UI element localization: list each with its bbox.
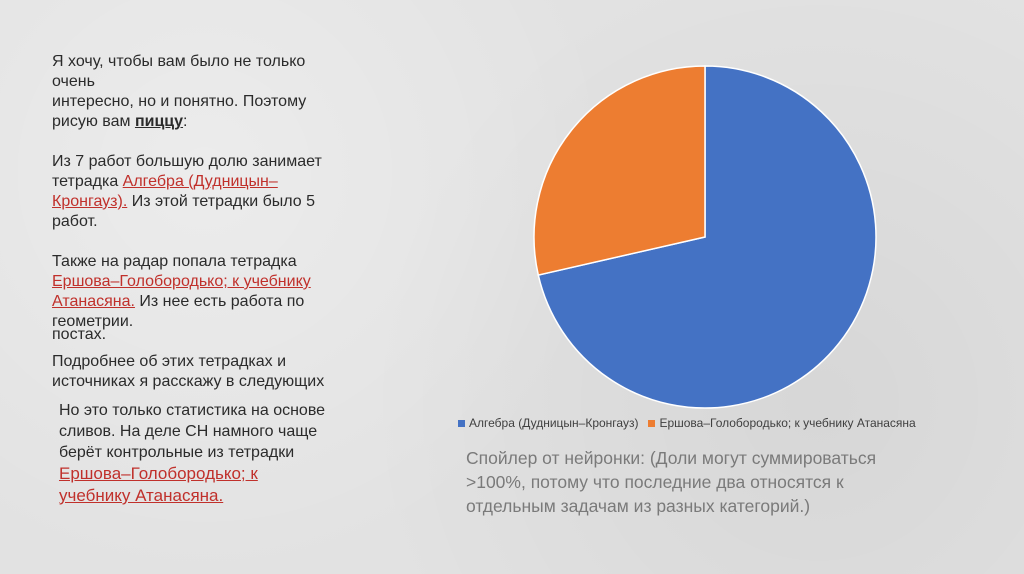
legend-item-algebra: Алгебра (Дудницын–Кронгауз) (458, 416, 638, 430)
para3-line-4-text: геометрии. (52, 313, 134, 330)
legend-item-geometry: Ершова–Голобородько; к учебнику Атанасян… (648, 416, 916, 430)
overlap-line-3: берёт контрольные из тетрадки (59, 444, 295, 461)
overlap-link-b[interactable]: учебнику Атанасяна. (59, 486, 224, 505)
para4-line-1: Подробнее об этих тетрадках и (52, 353, 287, 370)
pizza-word: пиццу (134, 113, 184, 130)
para2-line-2: тетрадка Алгебра (Дудницын– (52, 172, 362, 192)
para3-overflow: постах. (52, 326, 107, 343)
intro-prefix: рисую вам (52, 113, 135, 130)
legend-swatch-algebra (458, 419, 465, 427)
intro-suffix: : (183, 113, 188, 130)
para2-line-3: Кронгауз). Из этой тетрадки было 5 (52, 192, 362, 212)
para2-line-4: работ. (52, 213, 98, 230)
algebra-link-a[interactable]: Алгебра (Дудницын– (122, 173, 278, 190)
spoiler-line-2: >100%, потому что последние два относятс… (466, 472, 844, 492)
algebra-link-b[interactable]: Кронгауз). (52, 193, 128, 210)
para2-suffix: Из этой тетрадки было 5 (127, 193, 316, 210)
legend-swatch-geometry (648, 419, 656, 427)
overlap-line-1: Но это только статистика на основе (59, 402, 326, 419)
intro-line-2: очень (52, 73, 95, 90)
overlap-text-block: Но это только статистика на основе сливо… (59, 400, 359, 507)
para2-line-1: Из 7 работ большую долю занимает (52, 153, 322, 170)
left-text-block: Я хочу, чтобы вам было не только очень и… (52, 52, 362, 392)
geometry-link-b[interactable]: Атанасяна. (52, 293, 135, 310)
para3-line-3: Атанасяна. Из нее есть работа по (52, 292, 362, 312)
spoiler-line-3: отдельным задачам из разных категорий.) (466, 496, 811, 516)
spoiler-text: Спойлер от нейронки: (Доли могут суммиро… (466, 446, 946, 518)
overlap-line-2: сливов. На деле СН намного чаще (59, 423, 318, 440)
legend-label-algebra: Алгебра (Дудницын–Кронгауз) (469, 416, 639, 430)
para3-line-1: Также на радар попала тетрадка (52, 253, 297, 270)
intro-line-3: интересно, но и понятно. Поэтому (52, 93, 307, 110)
overlap-link-a[interactable]: Ершова–Голобородько; к (59, 464, 258, 483)
pie-slice-0 (537, 65, 877, 409)
para3-line-2: Ершова–Голобородько; к учебнику (52, 272, 362, 292)
intro-line-1: Я хочу, чтобы вам было не только (52, 53, 306, 70)
para3-suffix: Из нее есть работа по (134, 293, 305, 310)
chart-legend: Алгебра (Дудницын–Кронгауз) Ершова–Голоб… (458, 416, 916, 430)
geometry-link-a[interactable]: Ершова–Голобородько; к учебнику (52, 273, 311, 290)
para3-line-4: геометрии. постах. (52, 312, 362, 343)
pie-slice-1 (533, 65, 706, 276)
intro-line-4: рисую вам пиццу: (52, 112, 362, 132)
para4-line-2: источниках я расскажу в следующих (52, 373, 325, 390)
pie-chart (533, 65, 877, 409)
legend-label-geometry: Ершова–Голобородько; к учебнику Атанасян… (659, 416, 916, 430)
para2-prefix: тетрадка (52, 173, 123, 190)
spoiler-line-1: Спойлер от нейронки: (Доли могут суммиро… (466, 448, 877, 468)
